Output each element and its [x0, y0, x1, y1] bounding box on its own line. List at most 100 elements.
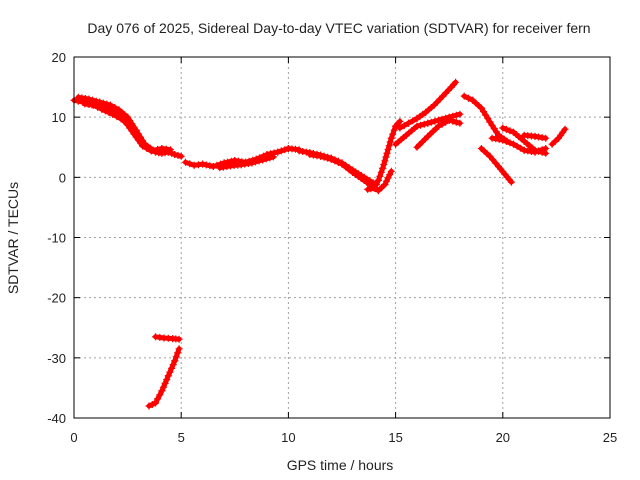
y-tick-label: -40 [47, 411, 66, 426]
data-point-marker [413, 122, 421, 130]
data-point-marker [435, 116, 442, 124]
data-point-marker [386, 171, 394, 179]
data-point-marker [535, 147, 542, 155]
data-point-marker [378, 184, 386, 192]
data-point-marker [324, 154, 332, 162]
data-point-marker [331, 157, 339, 165]
data-point-marker [99, 103, 107, 111]
axis-ticks: 0 5 10 15 20 25 -40 -30 -20 -10 0 10 20 [47, 50, 617, 445]
x-tick-label: 20 [496, 430, 510, 445]
data-point-marker [381, 157, 389, 165]
data-point-marker [139, 142, 147, 150]
data-point-marker [317, 152, 325, 160]
data-point-marker [445, 116, 453, 124]
data-point-marker [182, 158, 189, 166]
data-point-marker [166, 368, 174, 376]
data-point-marker [465, 94, 472, 102]
data-point-marker [384, 174, 392, 182]
data-point-marker [95, 102, 103, 110]
data-series [70, 78, 569, 410]
series-track-i [397, 79, 459, 131]
data-point-marker [85, 95, 93, 103]
data-point-marker [542, 149, 550, 157]
data-point-marker [161, 379, 169, 387]
data-point-marker [396, 117, 404, 125]
data-point-marker [424, 119, 432, 127]
data-point-marker [538, 148, 546, 156]
data-point-marker [380, 161, 388, 168]
data-point-marker [456, 110, 464, 118]
data-point-marker [143, 145, 151, 152]
data-point-marker [427, 118, 435, 126]
y-tick-label: 0 [59, 170, 66, 185]
data-point-marker [382, 153, 390, 161]
data-point-marker [442, 118, 450, 126]
data-point-marker [542, 134, 550, 142]
data-point-marker [499, 136, 507, 144]
data-point-marker [202, 161, 210, 169]
data-point-marker [502, 125, 510, 133]
data-point-marker [506, 139, 514, 147]
data-point-marker [551, 137, 559, 145]
y-tick-label: -20 [47, 291, 66, 306]
data-point-marker [386, 138, 394, 146]
data-point-marker [172, 353, 180, 361]
data-point-marker [174, 151, 182, 159]
data-point-marker [171, 151, 179, 158]
data-point-marker [548, 140, 556, 148]
data-point-marker [370, 184, 378, 192]
data-point-marker [387, 167, 395, 175]
data-point-marker [154, 395, 162, 403]
data-point-marker [389, 130, 397, 138]
data-point-marker [400, 122, 408, 130]
data-point-marker [171, 357, 179, 365]
data-point-marker [452, 118, 460, 126]
data-point-marker [199, 160, 207, 168]
data-point-marker [379, 164, 387, 172]
data-point-marker [252, 158, 259, 166]
data-point-marker [376, 172, 384, 180]
data-point-marker [106, 101, 114, 109]
x-tick-label: 15 [388, 430, 402, 445]
data-point-marker [160, 383, 167, 391]
data-point-marker [259, 156, 267, 164]
data-point-marker [417, 121, 425, 129]
x-axis-label: GPS time / hours [287, 457, 394, 473]
data-point-marker [164, 372, 172, 380]
y-axis-label: SDTVAR / TECUs [5, 182, 21, 294]
data-point-marker [255, 157, 263, 165]
data-point-marker [561, 125, 569, 133]
data-point-marker [106, 106, 114, 114]
y-tick-label: 20 [52, 50, 66, 65]
data-point-marker [435, 122, 442, 130]
data-point-marker [156, 148, 164, 156]
data-point-marker [387, 134, 395, 142]
data-point-marker [384, 146, 392, 153]
data-point-marker [499, 124, 507, 132]
data-point-marker [431, 117, 439, 125]
data-point-marker [452, 111, 460, 119]
data-point-marker [460, 92, 468, 100]
data-point-marker [266, 154, 274, 162]
data-point-marker [274, 148, 282, 156]
data-point-marker [383, 177, 390, 185]
data-point-marker [449, 117, 457, 125]
data-point-marker [374, 176, 382, 184]
data-point-marker [156, 391, 164, 399]
data-point-marker [206, 162, 214, 170]
x-tick-label: 0 [70, 430, 77, 445]
data-point-marker [409, 117, 417, 125]
data-point-marker [456, 119, 464, 127]
data-point-marker [269, 153, 277, 161]
data-point-marker [248, 159, 256, 167]
data-point-marker [531, 146, 539, 154]
data-point-marker [209, 163, 217, 170]
data-point-marker [507, 178, 515, 186]
chart-title: Day 076 of 2025, Sidereal Day-to-day VTE… [87, 20, 590, 36]
data-point-marker [396, 124, 404, 132]
data-point-marker [262, 155, 270, 163]
data-point-marker [374, 187, 382, 195]
data-point-marker [390, 126, 398, 134]
data-point-marker [281, 146, 289, 154]
